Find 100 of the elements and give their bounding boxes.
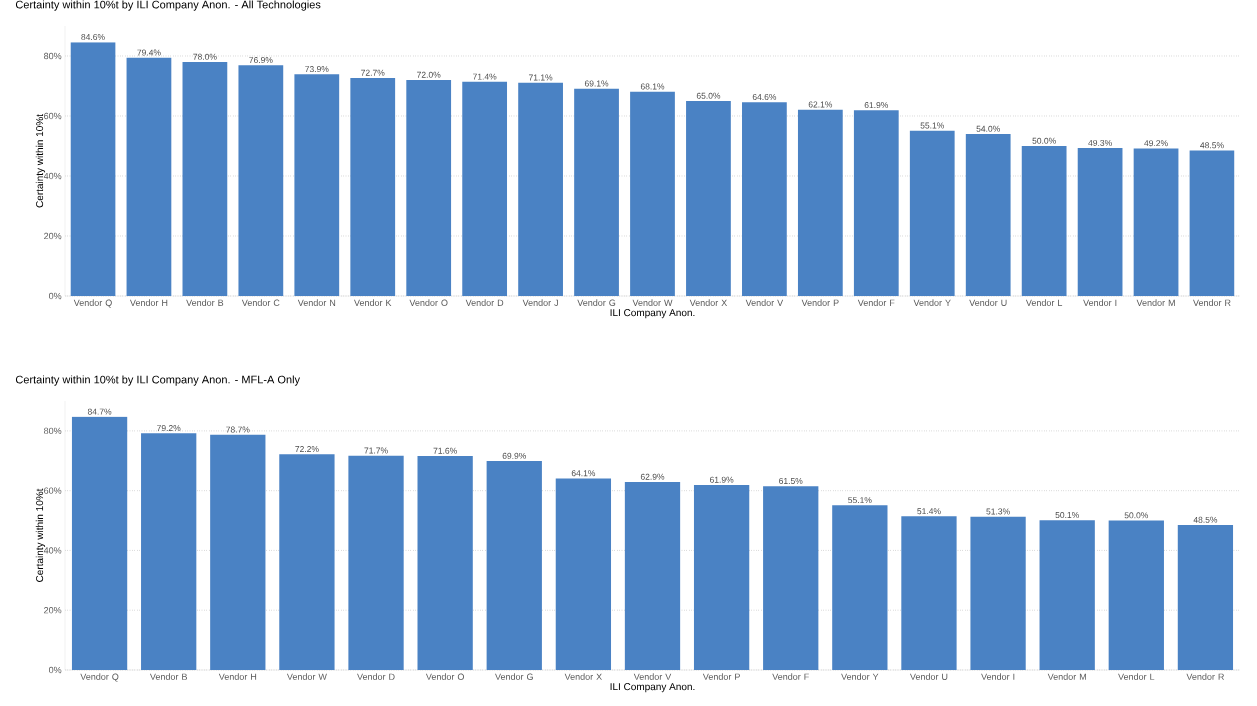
x-tick-label: Vendor B	[149, 673, 187, 680]
data-label: 72.2%	[295, 446, 319, 452]
bar	[406, 80, 452, 296]
bar	[279, 454, 335, 670]
bar	[238, 65, 284, 296]
bar	[970, 516, 1026, 670]
bar	[1177, 525, 1234, 670]
data-label: 49.2%	[1144, 140, 1168, 147]
bar	[486, 461, 542, 670]
bar	[1021, 146, 1067, 296]
y-tick-label: 60%	[44, 487, 62, 494]
data-label: 61.9%	[864, 102, 889, 109]
x-tick-label: Vendor I	[981, 673, 1015, 680]
data-label: 76.9%	[249, 57, 273, 64]
x-tick-label: Vendor N	[297, 299, 336, 306]
x-axis-title: ILI Company Anon.	[610, 683, 695, 693]
x-tick-label: Vendor M	[1047, 673, 1086, 680]
x-tick-label: Vendor U	[969, 299, 1007, 306]
data-label: 68.1%	[640, 83, 665, 90]
chart-title: Certainty within 10%t by ILI Company Anon. - All Technologies	[15, 0, 321, 11]
bar	[965, 133, 1011, 296]
bar	[141, 433, 197, 670]
bar	[350, 77, 396, 296]
y-tick-label: 0%	[48, 666, 62, 674]
bar	[417, 455, 473, 670]
x-tick-label: Vendor F	[772, 673, 809, 680]
data-label: 61.9%	[710, 476, 734, 483]
x-tick-label: Vendor Q	[80, 673, 119, 682]
data-label: 71.1%	[528, 74, 553, 81]
data-label: 50.0%	[1124, 512, 1149, 519]
y-tick-label: 60%	[44, 112, 62, 120]
bar	[1108, 520, 1164, 670]
bar	[832, 505, 888, 670]
data-label: 55.1%	[920, 122, 944, 129]
bar	[71, 416, 128, 670]
data-label: 65.0%	[696, 92, 721, 99]
bar	[210, 434, 266, 670]
data-label: 48.5%	[1193, 516, 1218, 523]
x-tick-label: Vendor P	[702, 673, 740, 680]
bar	[462, 81, 508, 296]
x-tick-label: Vendor H	[129, 299, 168, 306]
x-tick-label: Vendor P	[801, 299, 839, 306]
x-tick-label: Vendor W	[286, 673, 327, 680]
x-tick-label: Vendor Y	[913, 299, 951, 306]
x-tick-label: Vendor O	[409, 299, 448, 306]
data-label: 73.9%	[305, 66, 329, 73]
x-tick-label: Vendor U	[910, 673, 948, 680]
data-label: 51.4%	[917, 508, 941, 515]
data-label: 71.7%	[364, 447, 388, 454]
data-label: 84.6%	[81, 33, 105, 40]
data-label: 79.4%	[137, 49, 161, 56]
bar	[518, 82, 563, 296]
x-tick-label: Vendor W	[632, 299, 673, 306]
data-label: 64.6%	[752, 93, 777, 100]
y-tick-label: 20%	[44, 232, 62, 240]
data-label: 72.7%	[361, 69, 385, 76]
bar	[294, 74, 340, 296]
y-tick-label: 0%	[48, 292, 62, 300]
data-label: 69.9%	[502, 452, 527, 459]
data-label: 69.1%	[584, 80, 609, 87]
data-label: 50.1%	[1055, 512, 1079, 519]
bar	[1133, 148, 1179, 296]
data-label: 50.0%	[1032, 137, 1056, 144]
x-tick-label: Vendor R	[1186, 673, 1225, 680]
bar	[126, 57, 172, 296]
bar	[909, 130, 955, 296]
x-tick-label: Vendor D	[465, 299, 504, 306]
x-tick-label: Vendor F	[857, 299, 895, 306]
y-tick-label: 20%	[44, 607, 62, 614]
data-label: 71.4%	[473, 73, 497, 80]
data-label: 61.5%	[779, 477, 803, 484]
data-label: 48.5%	[1200, 142, 1224, 149]
x-tick-label: Vendor I	[1083, 299, 1117, 306]
x-tick-label: Vendor K	[354, 299, 392, 306]
bar	[348, 455, 404, 670]
x-tick-label: Vendor B	[186, 299, 224, 306]
y-tick-label: 80%	[44, 52, 62, 60]
bar	[70, 42, 116, 296]
data-label: 78.7%	[226, 426, 250, 433]
x-tick-label: Vendor Y	[841, 673, 879, 680]
bar	[686, 101, 731, 296]
y-tick-label: 80%	[44, 427, 62, 435]
x-tick-label: Vendor L	[1025, 299, 1063, 306]
x-tick-label: Vendor M	[1136, 299, 1175, 306]
x-axis-title: ILI Company Anon.	[610, 309, 695, 319]
x-tick-label: Vendor L	[1118, 673, 1155, 680]
data-label: 71.6%	[433, 447, 457, 454]
data-label: 62.9%	[640, 473, 665, 480]
data-label: 54.0%	[976, 125, 1000, 132]
data-label: 64.1%	[571, 470, 596, 477]
y-tick-label: 40%	[43, 172, 62, 180]
x-tick-label: Vendor G	[495, 673, 533, 680]
bar	[742, 102, 787, 296]
x-tick-label: Vendor O	[425, 673, 464, 680]
x-tick-label: Vendor G	[577, 299, 616, 306]
chart-title: Certainty within 10%t by ILI Company Anon. - MFL-A Only	[15, 375, 301, 386]
bar	[1189, 150, 1235, 296]
bar	[901, 516, 957, 670]
x-tick-label: Vendor D	[357, 673, 395, 680]
y-tick-label: 40%	[43, 547, 62, 554]
